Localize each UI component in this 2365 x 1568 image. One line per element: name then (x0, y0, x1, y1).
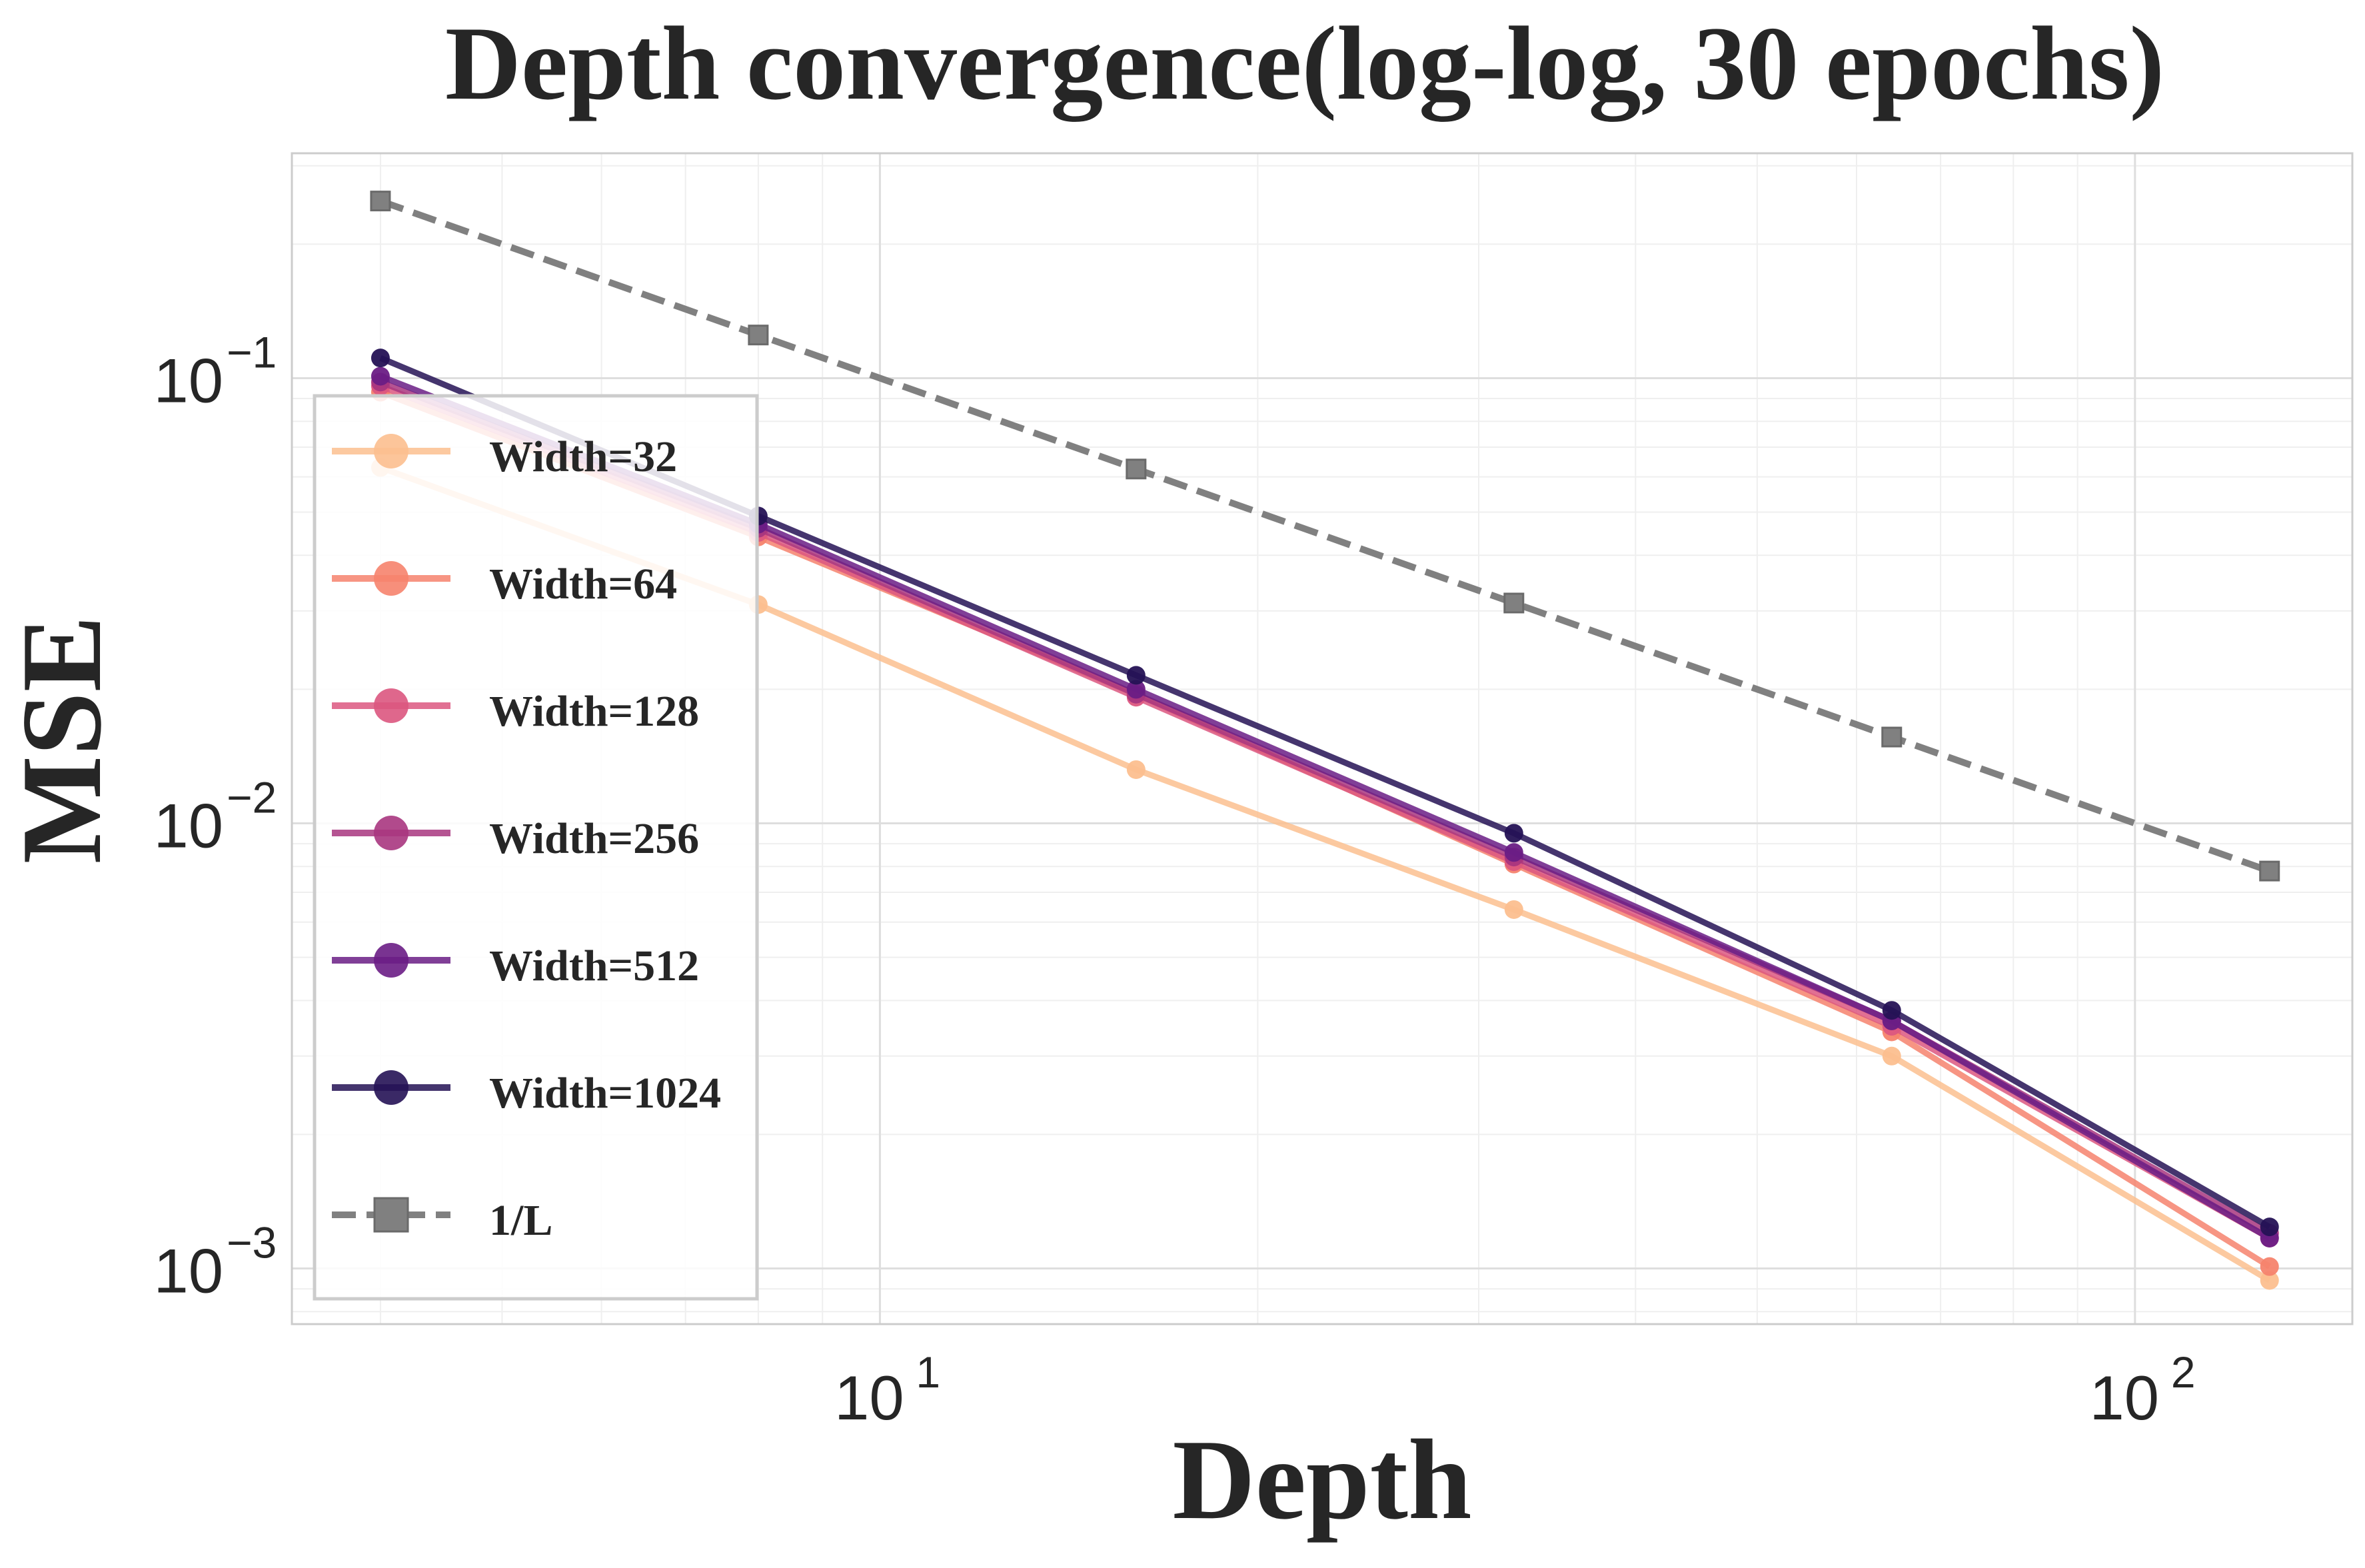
legend-item: 1/L (332, 1196, 552, 1245)
x-tick-label: 10 (834, 1363, 904, 1433)
data-point (1126, 760, 1146, 779)
legend-label: Width=64 (489, 560, 677, 608)
data-point (1126, 458, 1147, 480)
data-point (1503, 592, 1525, 614)
legend-label: Width=32 (489, 432, 677, 481)
data-point (370, 191, 391, 212)
series-line (379, 197, 2271, 874)
y-tick-exponent: −1 (227, 327, 277, 377)
data-point (1882, 1001, 1901, 1020)
series-7 (370, 191, 2280, 882)
legend-item: Width=32 (332, 432, 677, 481)
data-point (1882, 1046, 1901, 1066)
data-point (1126, 666, 1146, 685)
x-tick-exponent: 1 (916, 1347, 940, 1397)
data-point (1881, 726, 1903, 748)
data-point (1126, 680, 1146, 699)
legend-items: Width=32 Width=64 Width=128 Width=256 Width=… (332, 432, 721, 1245)
legend-marker-swatch (374, 688, 408, 723)
legend-label: Width=128 (489, 687, 699, 736)
y-axis-label: MSE (0, 616, 125, 864)
legend-label: Width=512 (489, 942, 699, 990)
data-point (1504, 843, 1523, 862)
x-tick-label: 10 (2090, 1363, 2160, 1433)
data-point (371, 349, 390, 368)
legend-item: Width=512 (332, 942, 699, 990)
legend-item: Width=256 (332, 814, 699, 863)
y-tick-label: 10 (153, 790, 223, 860)
legend-marker-swatch (373, 1197, 409, 1233)
legend-marker-swatch (374, 1070, 408, 1105)
y-tick-label: 10 (153, 345, 223, 415)
legend-item: Width=128 (332, 687, 699, 736)
x-tick-exponent: 2 (2171, 1347, 2196, 1397)
data-point (1504, 824, 1523, 843)
legend-marker-swatch (374, 561, 408, 596)
legend: Width=32 Width=64 Width=128 Width=256 Width=… (313, 394, 759, 1301)
legend-item: Width=1024 (332, 1069, 721, 1118)
legend-label: 1/L (489, 1196, 552, 1245)
legend-label: Width=1024 (489, 1069, 721, 1118)
plot-area-frame (291, 152, 2354, 1325)
data-point (1504, 900, 1523, 919)
x-axis-label: Depth (1172, 1417, 1471, 1543)
data-point (2260, 1257, 2279, 1276)
data-point (2259, 860, 2280, 882)
data-point (371, 367, 390, 386)
legend-marker-swatch (374, 943, 408, 978)
data-point (2260, 1217, 2279, 1237)
chart-title: Depth convergence(log-log, 30 epochs) (445, 5, 2164, 122)
legend-marker-swatch (374, 816, 408, 850)
legend-label: Width=256 (489, 814, 699, 863)
data-point (2260, 1271, 2279, 1290)
y-tick-label: 10 (153, 1236, 223, 1306)
legend-item: Width=64 (332, 560, 677, 608)
legend-marker-swatch (374, 434, 408, 468)
y-tick-exponent: −3 (227, 1218, 277, 1267)
y-tick-exponent: −2 (227, 772, 277, 822)
tick-labels: 10 1 10 210 −110 −210 −3 (153, 327, 2195, 1433)
data-point (748, 325, 769, 346)
